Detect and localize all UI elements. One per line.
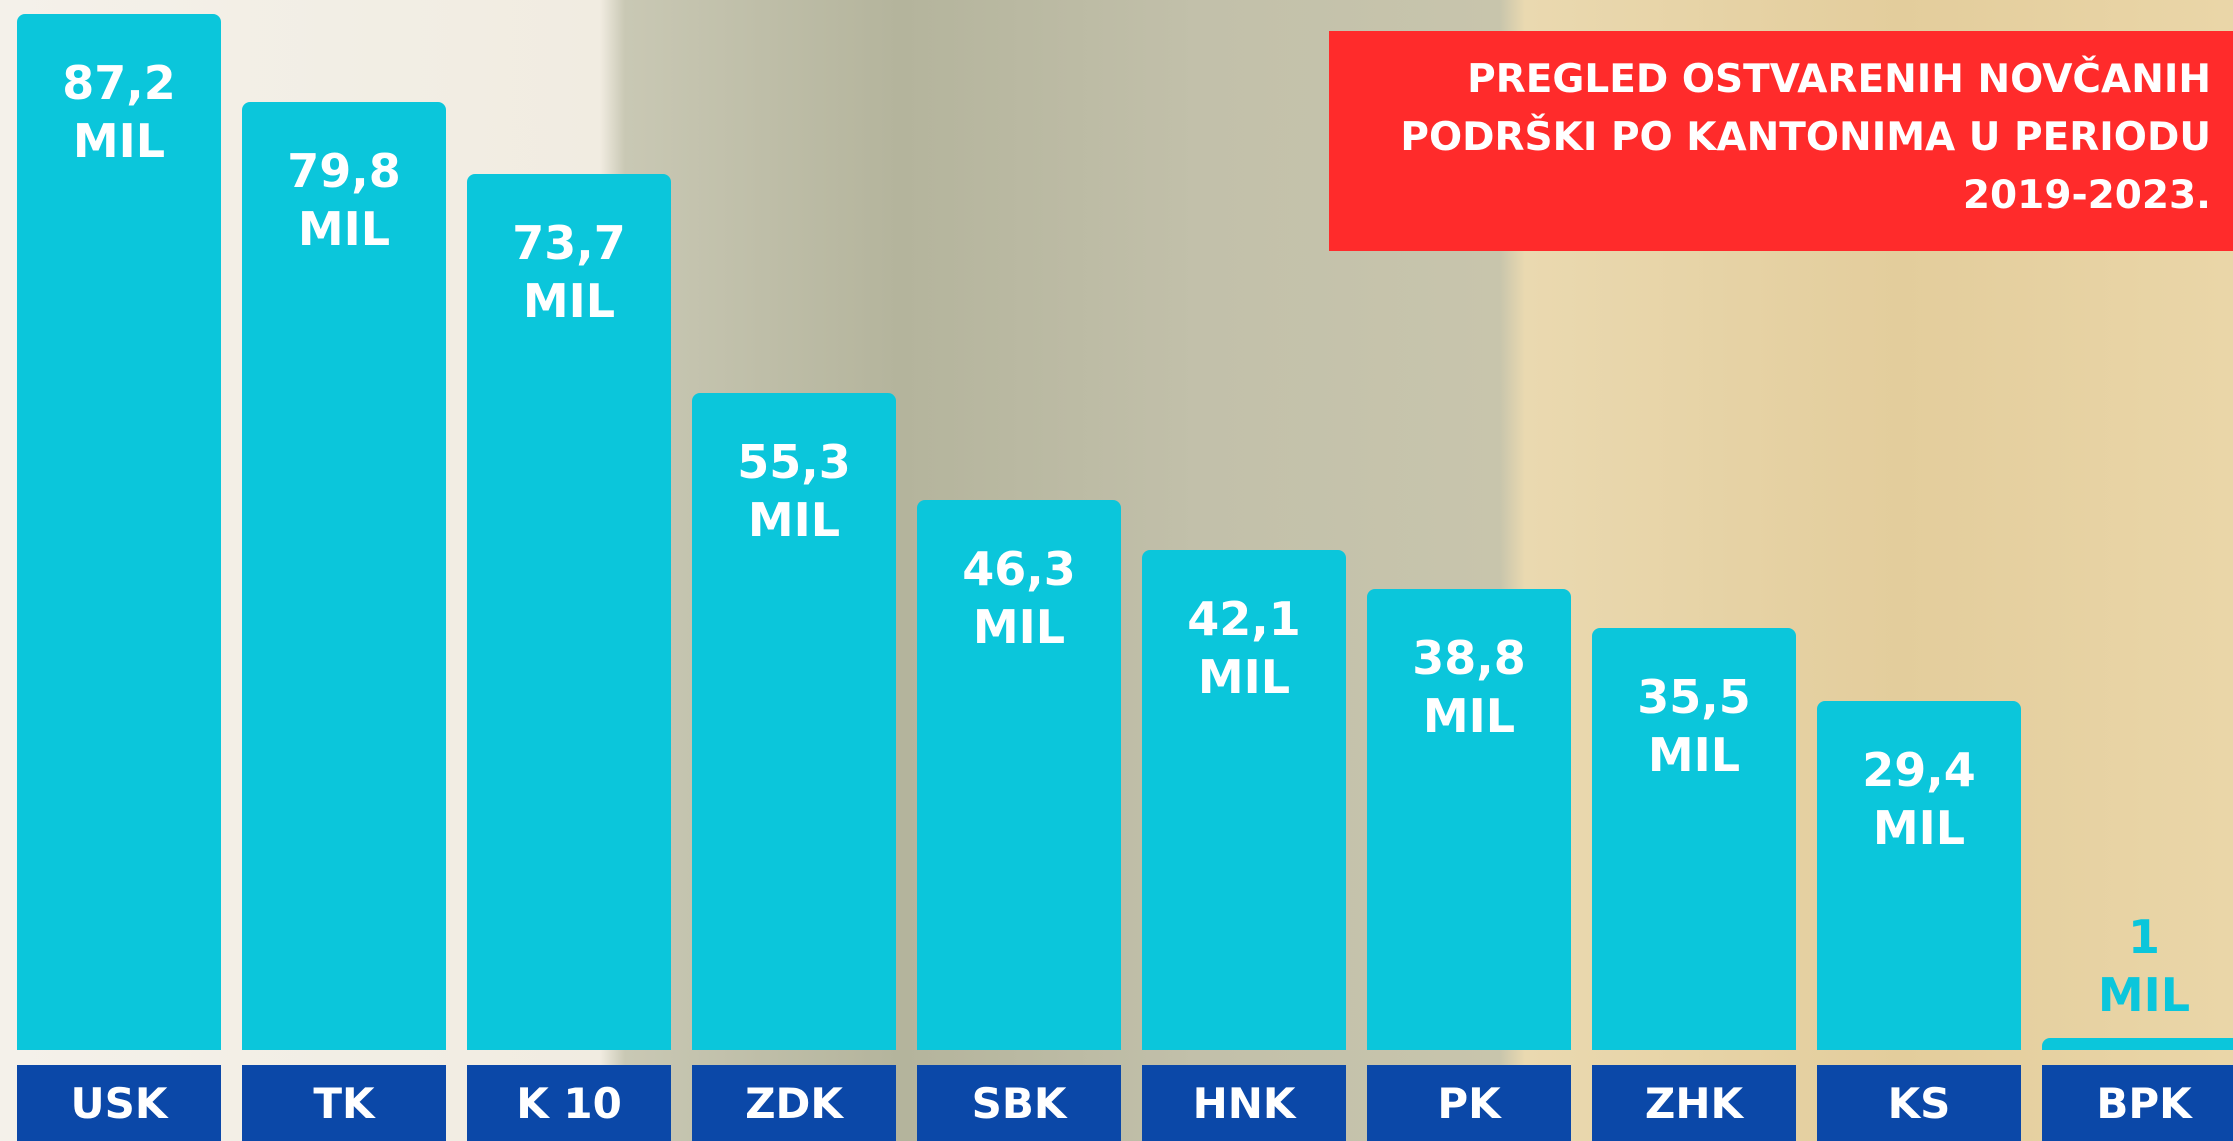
x-tick-label: ZDK — [692, 1065, 896, 1141]
data-label: 87,2 MIL — [17, 54, 221, 170]
title-box: PREGLED OSTVARENIH NOVČANIH PODRŠKI PO K… — [1329, 31, 2233, 251]
data-label: 38,8 MIL — [1367, 629, 1571, 745]
data-label: 42,1 MIL — [1142, 590, 1346, 706]
chart: PREGLED OSTVARENIH NOVČANIH PODRŠKI PO K… — [0, 0, 2233, 1141]
data-label: 1 MIL — [2042, 908, 2233, 1024]
chart-title: PREGLED OSTVARENIH NOVČANIH PODRŠKI PO K… — [1400, 51, 2211, 225]
x-tick-label: KS — [1817, 1065, 2021, 1141]
x-tick-label: ZHK — [1592, 1065, 1796, 1141]
x-tick-label: PK — [1367, 1065, 1571, 1141]
data-label: 35,5 MIL — [1592, 668, 1796, 784]
data-label: 29,4 MIL — [1817, 741, 2021, 857]
x-tick-label: K 10 — [467, 1065, 671, 1141]
data-label: 73,7 MIL — [467, 214, 671, 330]
bar — [2042, 1038, 2233, 1050]
x-tick-label: BPK — [2042, 1065, 2233, 1141]
data-label: 46,3 MIL — [917, 540, 1121, 656]
data-label: 55,3 MIL — [692, 433, 896, 549]
x-tick-label: USK — [17, 1065, 221, 1141]
x-tick-label: TK — [242, 1065, 446, 1141]
x-tick-label: HNK — [1142, 1065, 1346, 1141]
data-label: 79,8 MIL — [242, 142, 446, 258]
x-tick-label: SBK — [917, 1065, 1121, 1141]
